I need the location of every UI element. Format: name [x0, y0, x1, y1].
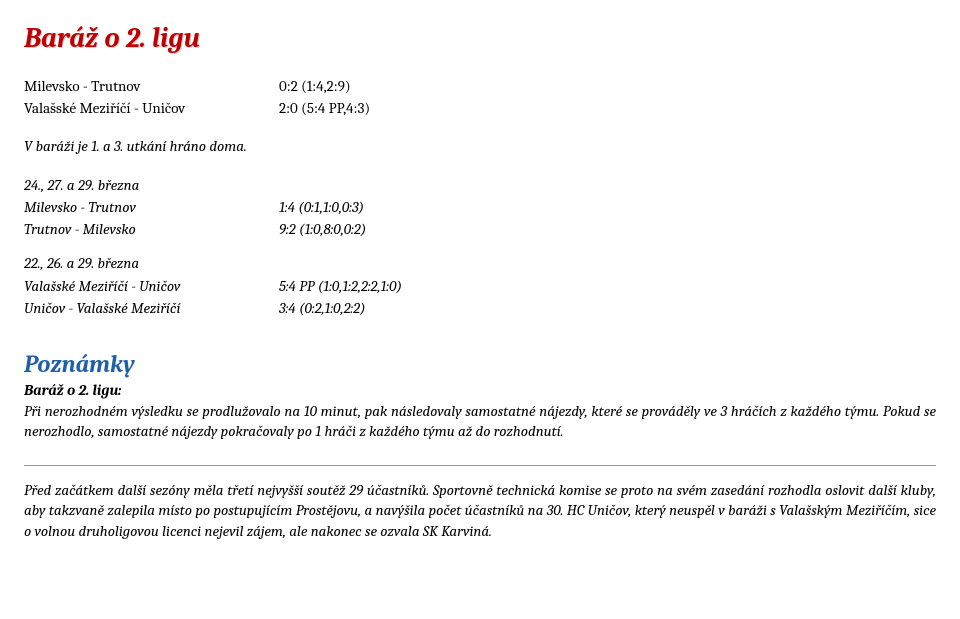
group-date: 24., 27. a 29. března — [24, 175, 936, 195]
summary-match-row: Valašské Meziříčí - Uničov 2:0 (5:4 PP,4… — [24, 98, 936, 118]
match-score: 1:4 (0:1,1:0,0:3) — [279, 197, 364, 217]
final-paragraph: Před začátkem další sezóny měla třetí ne… — [24, 480, 936, 541]
match-row: Trutnov - Milevsko 9:2 (1:0,8:0,0:2) — [24, 219, 936, 239]
summary-matches: Milevsko - Trutnov 0:2 (1:4,2:9) Valašsk… — [24, 76, 936, 119]
notes-heading: Poznámky — [24, 348, 936, 380]
match-row: Uničov - Valašské Meziříčí 3:4 (0:2,1:0,… — [24, 298, 936, 318]
match-teams: Trutnov - Milevsko — [24, 219, 279, 239]
summary-match-row: Milevsko - Trutnov 0:2 (1:4,2:9) — [24, 76, 936, 96]
group-block: 22., 26. a 29. března Valašské Meziříčí … — [24, 253, 936, 318]
divider — [24, 465, 936, 466]
match-teams: Milevsko - Trutnov — [24, 197, 279, 217]
match-teams: Valašské Meziříčí - Uničov — [24, 276, 279, 296]
match-teams: Milevsko - Trutnov — [24, 76, 279, 96]
match-score: 2:0 (5:4 PP,4:3) — [279, 98, 370, 118]
notes-body: Při nerozhodném výsledku se prodlužovalo… — [24, 401, 936, 442]
match-score: 9:2 (1:0,8:0,0:2) — [279, 219, 366, 239]
match-teams: Valašské Meziříčí - Uničov — [24, 98, 279, 118]
match-score: 5:4 PP (1:0,1:2,2:2,1:0) — [279, 276, 402, 296]
match-teams: Uničov - Valašské Meziříčí — [24, 298, 279, 318]
page-title: Baráž o 2. ligu — [24, 20, 936, 58]
match-score: 3:4 (0:2,1:0,2:2) — [279, 298, 366, 318]
group-block: 24., 27. a 29. března Milevsko - Trutnov… — [24, 175, 936, 240]
match-row: Milevsko - Trutnov 1:4 (0:1,1:0,0:3) — [24, 197, 936, 217]
match-row: Valašské Meziříčí - Uničov 5:4 PP (1:0,1… — [24, 276, 936, 296]
match-score: 0:2 (1:4,2:9) — [279, 76, 351, 96]
summary-note: V baráži je 1. a 3. utkání hráno doma. — [24, 136, 936, 156]
notes-subheading: Baráž o 2. ligu: — [24, 380, 936, 400]
group-date: 22., 26. a 29. března — [24, 253, 936, 273]
